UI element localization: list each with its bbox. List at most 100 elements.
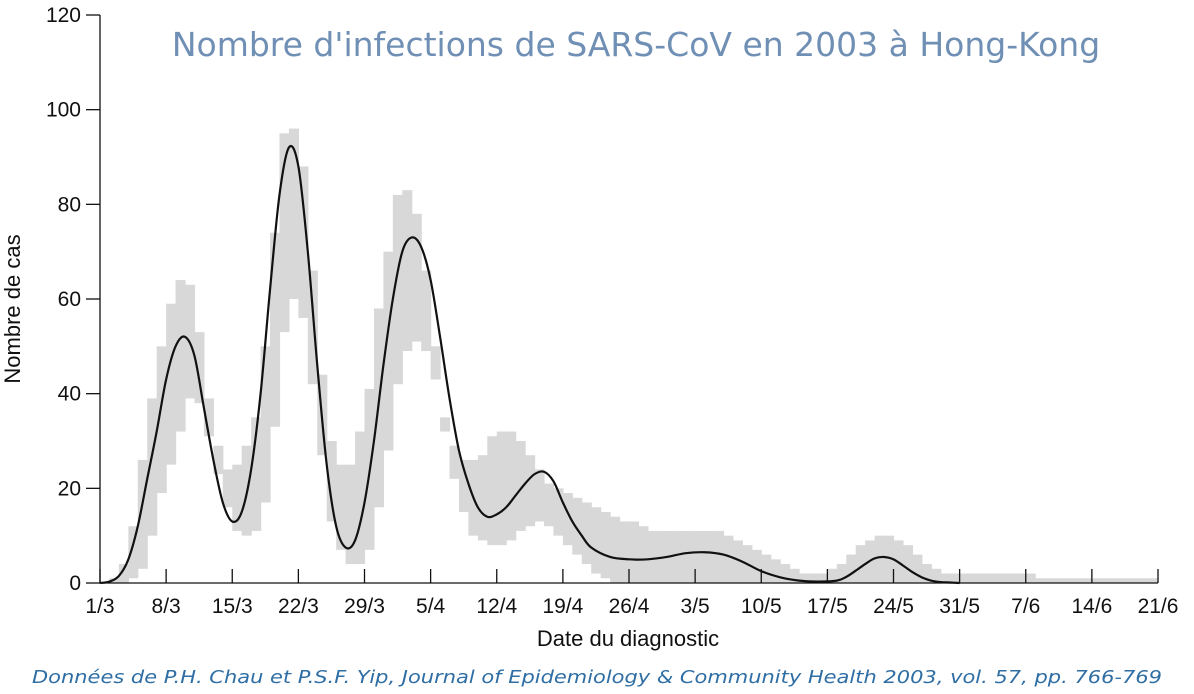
confidence-band bbox=[109, 128, 1159, 583]
band-segment bbox=[846, 554, 857, 583]
band-segment bbox=[534, 469, 545, 522]
band-segment bbox=[647, 530, 658, 583]
band-segment bbox=[232, 464, 243, 531]
band-segment bbox=[421, 270, 432, 352]
band-segment bbox=[260, 346, 271, 503]
band-segment bbox=[298, 166, 309, 318]
band-segment bbox=[222, 469, 233, 508]
band-segment bbox=[440, 417, 451, 432]
band-segment bbox=[1006, 573, 1017, 583]
band-segment bbox=[1025, 573, 1036, 583]
band-segment bbox=[137, 459, 148, 569]
band-segment bbox=[203, 398, 214, 437]
band-segment bbox=[147, 398, 158, 536]
x-tick-label: 26/4 bbox=[609, 595, 650, 618]
band-segment bbox=[175, 280, 186, 432]
x-tick-label: 15/3 bbox=[212, 595, 253, 618]
band-segment bbox=[902, 545, 913, 583]
band-segment bbox=[1082, 578, 1093, 583]
band-segment bbox=[638, 526, 649, 583]
band-segment bbox=[515, 441, 526, 531]
band-segment bbox=[610, 516, 621, 583]
band-segment bbox=[307, 270, 318, 385]
band-segment bbox=[487, 436, 498, 546]
band-segment bbox=[997, 573, 1008, 583]
x-tick-label: 10/5 bbox=[741, 595, 782, 618]
band-segment bbox=[1110, 578, 1121, 583]
band-segment bbox=[600, 512, 611, 579]
y-tick-label: 40 bbox=[58, 383, 81, 406]
y-tick-label: 20 bbox=[58, 477, 81, 500]
band-segment bbox=[912, 554, 923, 583]
band-segment bbox=[921, 564, 932, 583]
band-segment bbox=[950, 573, 961, 583]
x-tick-label: 31/5 bbox=[939, 595, 980, 618]
band-segment bbox=[1091, 578, 1102, 583]
band-segment bbox=[676, 530, 687, 583]
x-tick-label: 19/4 bbox=[542, 595, 583, 618]
band-segment bbox=[383, 251, 394, 451]
band-segment bbox=[978, 573, 989, 583]
band-segment bbox=[496, 431, 507, 546]
x-tick-label: 3/5 bbox=[681, 595, 710, 618]
band-segment bbox=[1044, 578, 1055, 583]
band-segment bbox=[336, 464, 347, 550]
band-segment bbox=[166, 303, 177, 465]
x-tick-label: 5/4 bbox=[416, 595, 446, 618]
band-segment bbox=[799, 573, 810, 583]
band-segment bbox=[1035, 578, 1046, 583]
band-segment bbox=[118, 564, 129, 583]
band-segment bbox=[789, 568, 800, 583]
band-segment bbox=[581, 502, 592, 565]
x-axis-label: Date du diagnostic bbox=[537, 626, 719, 651]
x-ticks: 1/3 8/3 15/3 22/3 29/3 5/4 12/4 19/4 26/4 3/5 10/5… bbox=[85, 569, 1178, 618]
x-tick-label: 29/3 bbox=[344, 595, 385, 618]
band-segment bbox=[411, 213, 422, 342]
y-tick-label: 80 bbox=[58, 193, 81, 216]
band-segment bbox=[345, 464, 356, 565]
band-segment bbox=[270, 232, 281, 427]
band-segment bbox=[213, 445, 224, 475]
band-segment bbox=[685, 530, 696, 583]
band-segment bbox=[780, 564, 791, 583]
band-segment bbox=[1101, 578, 1112, 583]
band-segment bbox=[959, 573, 970, 583]
band-segment bbox=[156, 346, 167, 494]
band-segment bbox=[695, 530, 706, 583]
band-segment bbox=[987, 573, 999, 583]
source-citation: Données de P.H. Chau et P.S.F. Yip, Jour… bbox=[32, 668, 1162, 688]
band-segment bbox=[506, 431, 517, 541]
band-segment bbox=[355, 431, 366, 565]
band-segment bbox=[969, 573, 980, 583]
band-segment bbox=[562, 493, 573, 546]
x-tick-label: 24/5 bbox=[873, 595, 914, 618]
band-segment bbox=[874, 535, 885, 583]
band-segment bbox=[553, 488, 564, 536]
y-ticks: 0 20 40 60 80 100 120 bbox=[46, 4, 100, 595]
band-segment bbox=[817, 573, 828, 583]
band-segment bbox=[326, 441, 337, 522]
x-tick-label: 14/6 bbox=[1071, 595, 1112, 618]
band-segment bbox=[732, 540, 743, 583]
band-segment bbox=[1063, 578, 1074, 583]
chart-title: Nombre d'infections de SARS-CoV en 2003 … bbox=[172, 25, 1100, 64]
band-segment bbox=[629, 521, 640, 583]
band-segment bbox=[808, 573, 819, 583]
band-segment bbox=[1016, 573, 1027, 583]
x-tick-label: 21/6 bbox=[1138, 595, 1179, 618]
band-segment bbox=[525, 455, 536, 527]
x-tick-label: 22/3 bbox=[278, 595, 319, 618]
band-segment bbox=[279, 133, 290, 333]
x-tick-label: 7/6 bbox=[1011, 595, 1040, 618]
band-segment bbox=[194, 332, 205, 404]
y-tick-label: 60 bbox=[58, 288, 81, 311]
band-segment bbox=[458, 459, 470, 512]
band-segment bbox=[477, 455, 488, 541]
band-segment bbox=[751, 549, 762, 583]
band-segment bbox=[836, 564, 847, 583]
band-segment bbox=[251, 417, 262, 531]
band-segment bbox=[430, 346, 441, 380]
x-tick-label: 17/5 bbox=[807, 595, 848, 618]
